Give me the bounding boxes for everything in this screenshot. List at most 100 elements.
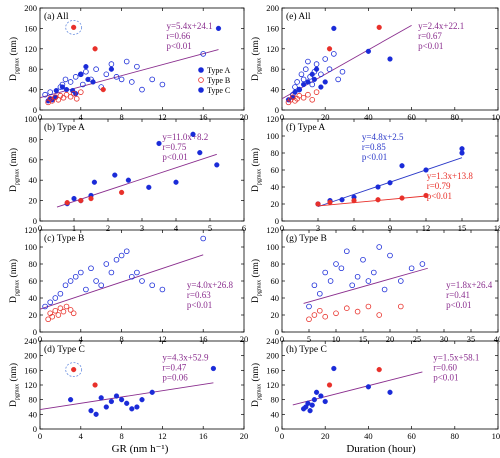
data-point	[351, 198, 357, 204]
legend-marker	[198, 67, 204, 73]
data-point	[103, 261, 110, 267]
data-point	[63, 303, 70, 310]
fit-line	[303, 267, 428, 304]
data-point	[80, 81, 86, 88]
x-tick-label: 15	[458, 223, 467, 233]
x-tick-label: 6	[242, 223, 246, 233]
x-tick-label: 30	[440, 334, 449, 344]
x-tick-label: 35	[467, 334, 476, 344]
y-tick-label: 0	[275, 105, 279, 115]
data-point	[331, 365, 337, 372]
data-point	[92, 46, 98, 52]
data-point	[149, 389, 155, 395]
x-tick-label: 20	[240, 112, 249, 122]
data-point	[57, 290, 64, 297]
data-point	[93, 411, 99, 417]
legend-label: Type C	[207, 86, 230, 95]
x-axis-title-left: GR (nm h⁻¹)	[112, 443, 169, 455]
data-point	[338, 265, 345, 272]
x-tick-label: 16	[199, 334, 208, 344]
x-tick-label: 0	[38, 334, 42, 344]
data-point	[360, 256, 366, 263]
data-point	[88, 76, 94, 83]
data-point	[309, 81, 316, 88]
data-point	[397, 303, 404, 310]
data-point	[215, 25, 222, 32]
x-tick-label: 4	[79, 431, 84, 441]
data-point	[70, 90, 77, 97]
data-point	[113, 74, 120, 80]
x-tick-label: 5	[208, 223, 212, 233]
data-point	[376, 24, 382, 30]
x-tick-label: 0	[280, 112, 284, 122]
data-point	[408, 265, 415, 272]
data-point	[146, 184, 152, 190]
panel-title: (e) All	[286, 11, 311, 22]
y-tick-label: 0	[275, 327, 279, 337]
fit-text: r=0.66	[166, 31, 190, 41]
data-point	[78, 269, 84, 276]
x-tick-label: 20	[321, 431, 330, 441]
x-tick-label: 3	[140, 223, 144, 233]
y-tick-label: 240	[266, 336, 279, 346]
data-point	[296, 86, 303, 93]
data-point	[98, 395, 104, 401]
data-point	[67, 307, 74, 313]
x-tick-label: 100	[492, 112, 500, 122]
data-point	[326, 382, 333, 388]
y-tick-label: 120	[24, 44, 37, 54]
data-point	[67, 79, 74, 85]
y-tick-label: 60	[29, 276, 38, 286]
fit-text: y=4.0x+26.8	[187, 280, 234, 290]
x-tick-label: 10	[332, 334, 341, 344]
x-tick-label: 3	[316, 223, 320, 233]
data-point	[326, 66, 333, 72]
data-point	[118, 252, 125, 259]
data-point	[108, 61, 115, 67]
data-point	[354, 273, 361, 280]
data-point	[71, 195, 77, 202]
data-point	[375, 184, 381, 190]
x-tick-label: 100	[492, 431, 500, 441]
data-point	[156, 140, 162, 147]
data-point	[71, 24, 77, 30]
fit-text: y=1.5x+58.1	[433, 353, 479, 363]
y-tick-label: 120	[266, 380, 279, 390]
data-point	[57, 305, 64, 312]
data-point	[108, 66, 115, 72]
y-tick-label: 0	[33, 216, 37, 226]
data-point	[306, 303, 312, 310]
data-point	[83, 286, 89, 293]
data-point	[399, 163, 405, 169]
fit-text: p<0.01	[162, 152, 187, 162]
data-point	[139, 86, 145, 93]
fit-text: y=1.3x+13.8	[427, 171, 474, 181]
y-tick-label: 120	[24, 225, 37, 235]
y-tick-label: 80	[271, 259, 280, 269]
y-axis-title: Dpgmax (nm)	[250, 363, 263, 407]
data-point	[306, 316, 312, 323]
data-point	[423, 192, 429, 199]
data-point	[399, 195, 405, 201]
y-tick-label: 160	[266, 23, 279, 33]
data-point	[214, 162, 220, 168]
x-tick-label: 0	[280, 431, 284, 441]
x-tick-label: 12	[422, 223, 431, 233]
y-tick-label: 80	[29, 395, 38, 405]
y-tick-label: 100	[24, 114, 37, 124]
fit-text: p<0.01	[362, 152, 387, 162]
x-tick-label: 20	[321, 112, 330, 122]
y-tick-label: 120	[266, 114, 279, 124]
x-tick-label: 6	[352, 223, 356, 233]
fit-text: y=11.0x+8.2	[162, 132, 208, 142]
data-point	[316, 290, 323, 297]
data-point	[124, 400, 130, 406]
data-point	[78, 198, 84, 204]
data-point	[88, 265, 94, 272]
fit-text: p<0.01	[433, 373, 458, 383]
data-point	[318, 84, 324, 90]
panel-h: 02040608010004080120160200240Dpgmax (nm)…	[250, 336, 500, 441]
